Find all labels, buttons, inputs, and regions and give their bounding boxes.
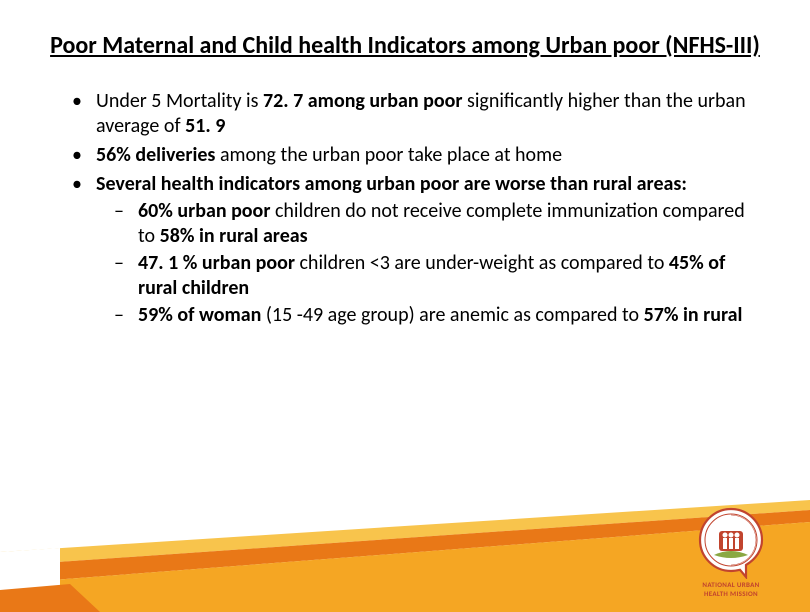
- nhm-logo-badge: [694, 505, 768, 579]
- bullet-item: Under 5 Mortality is 72. 7 among urban p…: [68, 89, 760, 139]
- sub-bullet-item: 59% of woman (15 -49 age group) are anem…: [110, 303, 760, 328]
- content-area: Under 5 Mortality is 72. 7 among urban p…: [0, 61, 810, 328]
- sub-bullet-item: 47. 1 % urban poor children <3 are under…: [110, 251, 760, 301]
- bullet-item: Several health indicators among urban po…: [68, 172, 760, 328]
- sub-bullet-item: 60% urban poor children do not receive c…: [110, 199, 760, 249]
- logo-text-line2: HEALTH MISSION: [686, 590, 776, 598]
- slide-title: Poor Maternal and Child health Indicator…: [0, 0, 810, 61]
- logo-text-line1: NATIONAL URBAN: [686, 581, 776, 589]
- nhm-logo: NATIONAL URBAN HEALTH MISSION: [686, 505, 776, 598]
- bullet-item: 56% deliveries among the urban poor take…: [68, 143, 760, 168]
- sub-bullet-list: 60% urban poor children do not receive c…: [96, 199, 760, 328]
- footer-white-gap: [0, 548, 60, 612]
- bullet-list: Under 5 Mortality is 72. 7 among urban p…: [68, 89, 760, 328]
- footer-left-orange: [0, 584, 100, 612]
